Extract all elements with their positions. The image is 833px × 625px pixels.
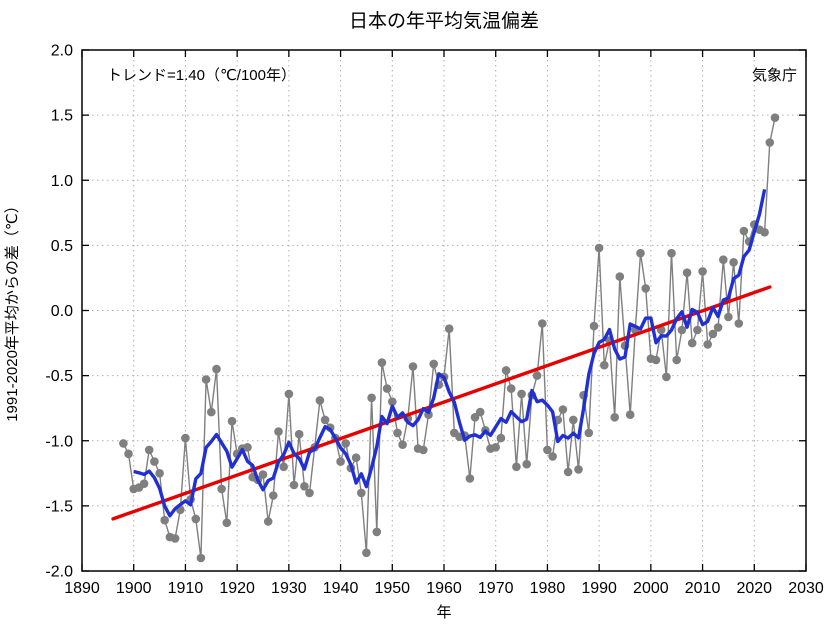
x-tick-label: 1920 — [219, 580, 255, 597]
x-tick-label: 1990 — [581, 580, 617, 597]
y-tick-label: 1.5 — [51, 108, 73, 125]
chart-title: 日本の年平均気温偏差 — [349, 10, 539, 32]
y-tick-label: -0.5 — [45, 368, 73, 385]
trend-line — [111, 285, 772, 521]
plot-layers: 1890 1900 1910 1920 1930 1940 1950 1960 1970 1980… — [45, 43, 823, 598]
y-tick-label: 0.0 — [51, 303, 73, 320]
x-tick-label: 2030 — [788, 580, 824, 597]
y-axis-title: 1991-2020年平均からの差（℃） — [4, 198, 21, 422]
y-tick-label: 1.0 — [51, 173, 73, 190]
x-tick-labels: 1890 1900 1910 1920 1930 1940 1950 1960 1970 1980… — [64, 580, 824, 597]
five-year-mean-line — [133, 189, 767, 518]
axis-ticks — [81, 49, 807, 572]
x-tick-label: 1930 — [271, 580, 307, 597]
x-tick-label: 2000 — [633, 580, 669, 597]
x-tick-label: 1940 — [323, 580, 359, 597]
agency-label: 気象庁 — [752, 67, 797, 84]
y-tick-label: -2.0 — [45, 564, 73, 581]
x-tick-label: 1900 — [116, 580, 152, 597]
y-tick-label: 0.5 — [51, 238, 73, 255]
x-tick-label: 1960 — [426, 580, 462, 597]
x-tick-label: 1890 — [64, 580, 100, 597]
x-tick-label: 2020 — [736, 580, 772, 597]
y-tick-label: 2.0 — [51, 43, 73, 60]
x-tick-label: 1950 — [374, 580, 410, 597]
y-tick-labels: -2.0 -1.5 -1.0 -0.5 0.0 0.5 1.0 1.5 2.0 — [45, 43, 73, 581]
x-tick-label: 2010 — [685, 580, 721, 597]
x-tick-label: 1910 — [168, 580, 204, 597]
trend-annotation: トレンド=1.40（℃/100年） — [107, 67, 296, 84]
y-tick-label: -1.5 — [45, 498, 73, 515]
x-axis-title: 年 — [436, 604, 451, 621]
x-tick-label: 1980 — [530, 580, 566, 597]
x-tick-label: 1970 — [478, 580, 514, 597]
y-tick-label: -1.0 — [45, 433, 73, 450]
